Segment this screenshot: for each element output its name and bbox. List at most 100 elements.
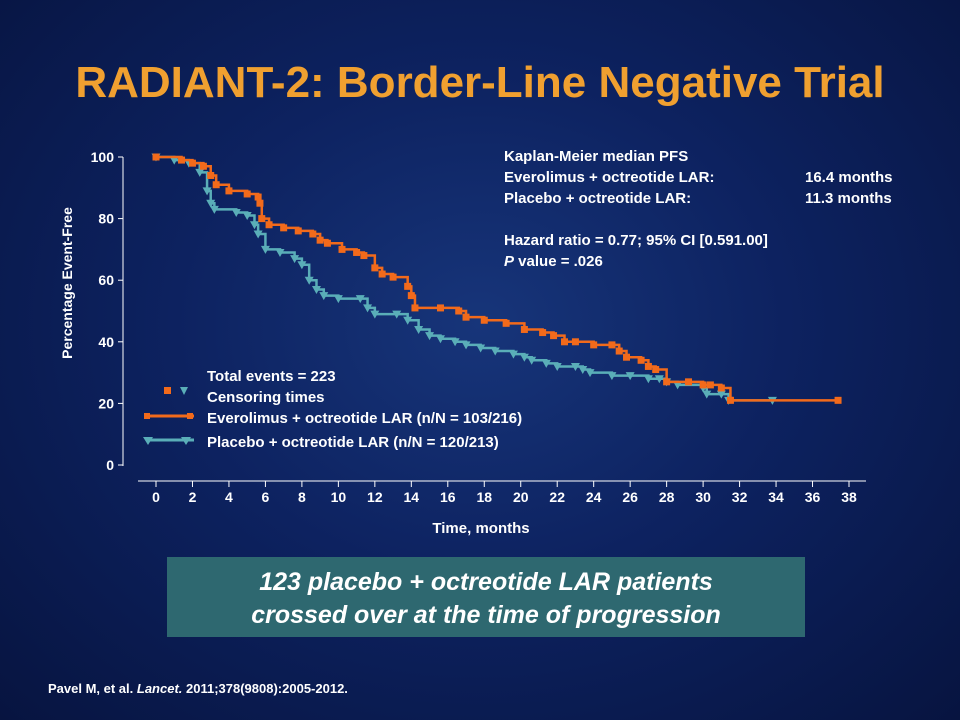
placebo-censor-marker — [425, 332, 435, 341]
x-tick-label: 34 — [768, 489, 784, 505]
everolimus-censor-marker — [615, 347, 623, 355]
placebo-censor-marker — [702, 390, 712, 399]
legend-everolimus-marker-right — [187, 413, 193, 419]
placebo-censor-marker — [169, 156, 179, 165]
placebo-median-label: Placebo + octreotide LAR: — [504, 190, 691, 207]
y-tick-label: 60 — [98, 272, 114, 288]
legend-censor-square — [164, 387, 171, 394]
y-tick-label: 100 — [91, 149, 115, 165]
crossover-callout: 123 placebo + octreotide LAR patients cr… — [167, 557, 805, 637]
everolimus-censor-marker — [699, 381, 707, 389]
y-tick-label: 80 — [98, 211, 114, 227]
everolimus-censor-marker — [834, 396, 842, 404]
everolimus-censor-marker — [294, 227, 302, 235]
placebo-censor-marker — [414, 325, 424, 334]
everolimus-censor-marker — [309, 230, 317, 238]
legend-censoring: Censoring times — [207, 389, 325, 406]
y-tick-label: 40 — [98, 334, 114, 350]
everolimus-censor-marker — [644, 362, 652, 370]
placebo-censor-marker — [231, 208, 241, 217]
citation: Pavel M, et al. Lancet. 2011;378(9808):2… — [48, 681, 348, 696]
x-tick-label: 16 — [440, 489, 456, 505]
citation-details: 2011;378(9808):2005-2012. — [182, 681, 348, 696]
citation-journal: Lancet. — [136, 681, 183, 696]
legend-everolimus-marker-left — [144, 413, 150, 419]
series-layer — [151, 153, 842, 405]
everolimus-censor-marker — [637, 356, 645, 364]
legend-everolimus: Everolimus + octreotide LAR (n/N = 103/2… — [207, 410, 522, 427]
placebo-censor-marker — [673, 381, 683, 390]
y-axis-label: Percentage Event-Free — [59, 207, 75, 359]
placebo-censor-marker — [490, 347, 500, 356]
placebo-censor-marker — [319, 292, 329, 301]
everolimus-censor-marker — [436, 304, 444, 312]
placebo-censor-marker — [260, 245, 270, 254]
everolimus-censor-marker — [243, 190, 251, 198]
citation-authors: Pavel M, et al. — [48, 681, 137, 696]
placebo-censor-marker — [625, 372, 635, 381]
everolimus-censor-marker — [571, 338, 579, 346]
x-tick-label: 12 — [367, 489, 383, 505]
x-tick-label: 10 — [331, 489, 347, 505]
x-tick-label: 20 — [513, 489, 529, 505]
everolimus-censor-marker — [323, 239, 331, 247]
p-italic: P — [504, 253, 515, 270]
everolimus-censor-marker — [623, 353, 631, 361]
everolimus-censor-marker — [652, 366, 660, 374]
placebo-censor-marker — [654, 375, 664, 384]
everolimus-censor-marker — [225, 187, 233, 195]
everolimus-censor-marker — [371, 264, 379, 272]
km-annotation: Kaplan-Meier median PFS Everolimus + oct… — [504, 148, 893, 270]
x-tick-label: 2 — [189, 489, 197, 505]
x-tick-label: 38 — [841, 489, 857, 505]
placebo-censor-marker — [290, 255, 300, 264]
placebo-censor-marker — [585, 369, 595, 378]
x-tick-label: 6 — [262, 489, 270, 505]
placebo-censor-marker — [304, 276, 314, 285]
everolimus-median-value: 16.4 months — [805, 169, 893, 186]
legend-total-events: Total events = 223 — [207, 368, 336, 385]
callout-line-1: 123 placebo + octreotide LAR patients — [259, 568, 713, 596]
everolimus-censor-marker — [550, 332, 558, 340]
everolimus-censor-marker — [455, 307, 463, 315]
x-tick-label: 4 — [225, 489, 233, 505]
everolimus-censor-marker — [608, 341, 616, 349]
km-title: Kaplan-Meier median PFS — [504, 148, 688, 165]
placebo-censor-marker — [202, 187, 212, 196]
everolimus-censor-marker — [717, 384, 725, 392]
placebo-censor-marker — [643, 375, 653, 384]
placebo-censor-marker — [242, 212, 252, 221]
everolimus-censor-marker — [520, 325, 528, 333]
placebo-censor-marker — [527, 356, 537, 365]
everolimus-censor-marker — [462, 313, 470, 321]
placebo-censor-marker — [508, 350, 518, 359]
everolimus-censor-marker — [280, 224, 288, 232]
x-axis-label: Time, months — [432, 520, 529, 537]
placebo-median-value: 11.3 months — [805, 190, 892, 207]
placebo-censor-marker — [249, 221, 259, 230]
legend-placebo-marker-right — [181, 437, 191, 445]
placebo-censor-marker — [578, 366, 588, 375]
everolimus-censor-marker — [411, 304, 419, 312]
placebo-censor-marker — [333, 295, 343, 304]
placebo-censor-marker — [552, 362, 562, 371]
everolimus-censor-marker — [360, 252, 368, 260]
x-tick-label: 24 — [586, 489, 602, 505]
placebo-censor-marker — [209, 205, 219, 214]
x-tick-label: 22 — [549, 489, 565, 505]
placebo-censor-marker — [570, 362, 580, 371]
placebo-censor-marker — [392, 310, 402, 319]
everolimus-censor-marker — [389, 273, 397, 281]
everolimus-censor-marker — [258, 215, 266, 223]
everolimus-censor-marker — [539, 329, 547, 337]
everolimus-censor-marker — [407, 292, 415, 300]
everolimus-censor-marker — [338, 245, 346, 253]
everolimus-censor-marker — [685, 378, 693, 386]
everolimus-censor-marker — [199, 162, 207, 170]
x-tick-label: 0 — [152, 489, 160, 505]
everolimus-censor-marker — [265, 221, 273, 229]
x-tick-label: 18 — [476, 489, 492, 505]
everolimus-censor-marker — [353, 248, 361, 256]
